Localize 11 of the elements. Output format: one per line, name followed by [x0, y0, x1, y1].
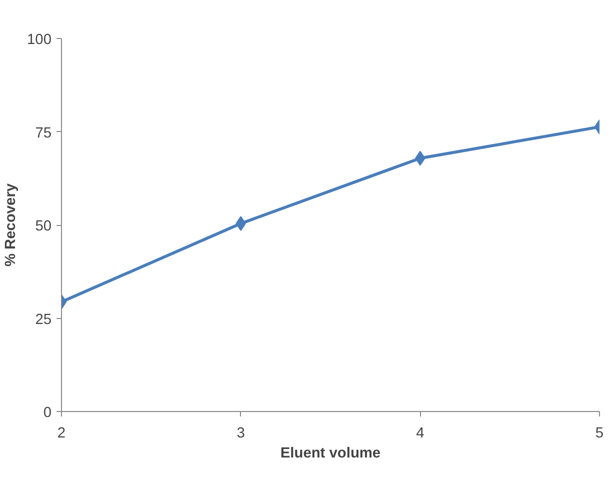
y-tick-label: 0: [43, 405, 52, 421]
x-tick-label: 5: [595, 426, 604, 442]
x-tick-label: 4: [416, 426, 424, 442]
y-tick-label: 100: [27, 32, 52, 48]
y-axis-title: % Recovery: [3, 182, 20, 267]
x-axis-title: Eluent volume: [280, 446, 381, 462]
y-tick-label: 50: [35, 218, 52, 234]
y-tick-label: 75: [35, 125, 52, 142]
x-tick-label: 2: [57, 426, 66, 442]
x-tick-label: 3: [236, 426, 245, 442]
y-tick-label: 25: [35, 312, 52, 328]
